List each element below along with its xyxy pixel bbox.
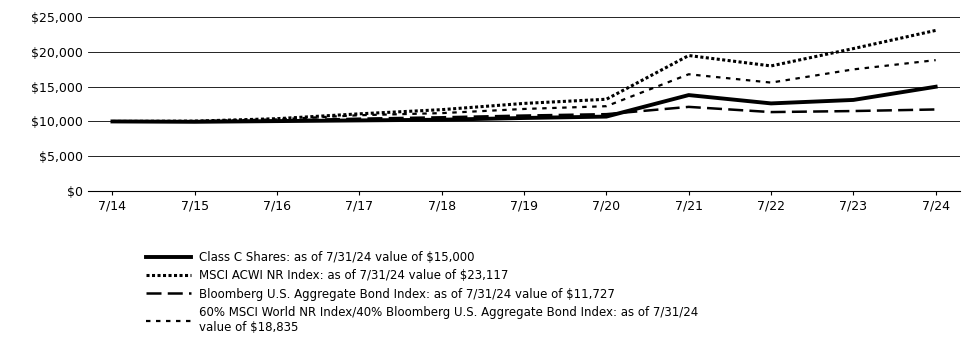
Legend: Class C Shares: as of 7/31/24 value of $15,000, MSCI ACWI NR Index: as of 7/31/2: Class C Shares: as of 7/31/24 value of $… <box>146 251 698 334</box>
